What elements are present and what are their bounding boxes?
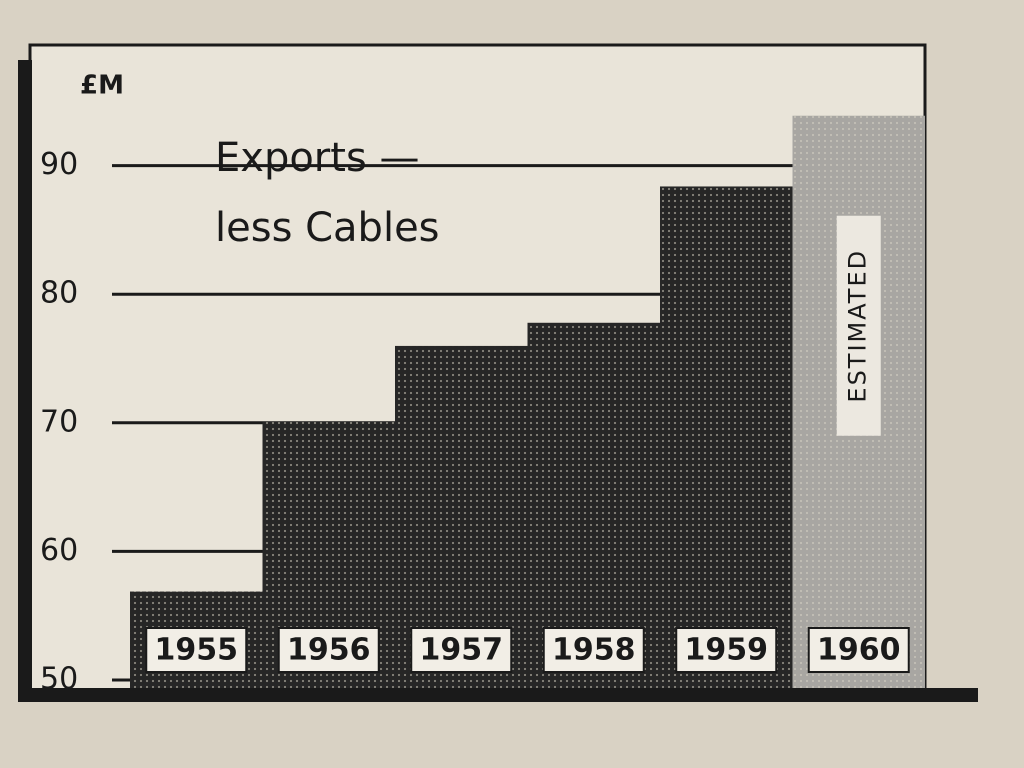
x-tick-label: 1955 bbox=[155, 633, 239, 668]
x-tick-box bbox=[277, 627, 380, 673]
annotation-box bbox=[836, 215, 881, 436]
y-tick-label: 60 bbox=[40, 533, 78, 568]
x-tick-label: 1960 bbox=[817, 633, 901, 668]
bar-texture bbox=[660, 186, 793, 688]
frame-shadow bbox=[18, 60, 32, 695]
y-tick-label: 90 bbox=[40, 147, 78, 182]
chart-title: less Cables bbox=[215, 205, 440, 251]
y-axis-label: £M bbox=[80, 71, 124, 101]
plot: 50 60 70 80 90 1955 1956 1957 1958 1959 1960 ESTIMA… bbox=[40, 115, 925, 697]
x-tick-box bbox=[410, 627, 513, 673]
y-tick-label: 70 bbox=[40, 404, 78, 439]
x-tick-box bbox=[807, 627, 910, 673]
x-tick-label: 1957 bbox=[420, 633, 504, 668]
y-tick-label: 50 bbox=[40, 662, 78, 697]
y-tick-label: 80 bbox=[40, 276, 78, 311]
x-tick-label: 1958 bbox=[552, 633, 636, 668]
annotation: ESTIMATED bbox=[844, 249, 872, 403]
chart-title: Exports — bbox=[215, 135, 420, 181]
x-tick-box bbox=[145, 627, 248, 673]
frame-shadow bbox=[18, 688, 978, 702]
x-tick-box bbox=[542, 627, 645, 673]
x-tick-box bbox=[675, 627, 778, 673]
x-tick-label: 1956 bbox=[287, 633, 371, 668]
x-tick-label: 1959 bbox=[685, 633, 769, 668]
